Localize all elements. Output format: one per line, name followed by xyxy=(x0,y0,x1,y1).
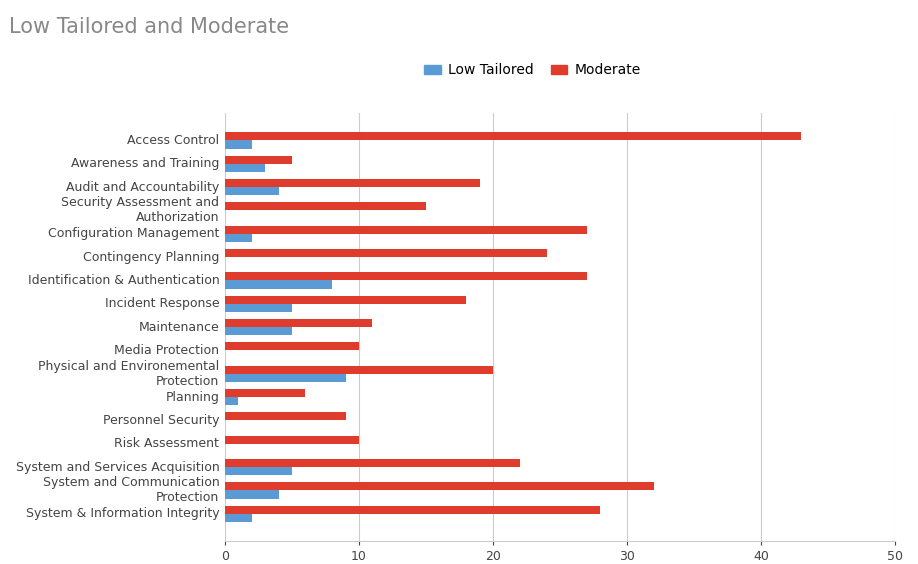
Bar xyxy=(225,249,546,257)
Bar xyxy=(225,342,359,350)
Bar xyxy=(225,491,278,499)
Bar xyxy=(225,514,252,522)
Bar xyxy=(225,133,801,140)
Bar xyxy=(225,202,426,210)
Bar xyxy=(225,272,587,280)
Bar xyxy=(225,435,359,444)
Bar xyxy=(225,327,292,335)
Bar xyxy=(225,140,252,149)
Bar xyxy=(225,280,332,289)
Bar xyxy=(225,296,466,304)
Bar xyxy=(225,389,306,397)
Bar xyxy=(225,459,520,467)
Legend: Low Tailored, Moderate: Low Tailored, Moderate xyxy=(419,58,646,83)
Bar xyxy=(225,467,292,475)
Bar xyxy=(225,226,587,234)
Text: Low Tailored and Moderate: Low Tailored and Moderate xyxy=(9,17,289,37)
Bar xyxy=(225,397,239,406)
Bar xyxy=(225,482,654,491)
Bar xyxy=(225,374,345,382)
Bar xyxy=(225,365,493,374)
Bar xyxy=(225,156,292,164)
Bar xyxy=(225,304,292,312)
Bar xyxy=(225,234,252,242)
Bar xyxy=(225,412,345,420)
Bar xyxy=(225,319,373,327)
Bar xyxy=(225,505,600,514)
Bar xyxy=(225,164,265,172)
Bar xyxy=(225,179,479,187)
Bar xyxy=(225,187,278,195)
